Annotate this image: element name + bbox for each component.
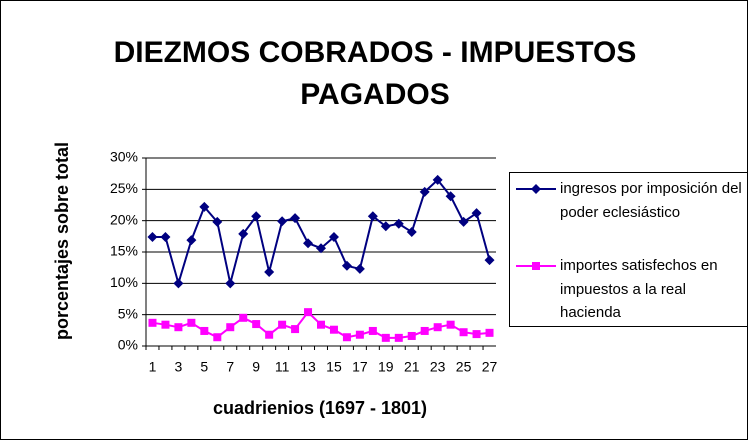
data-point — [354, 263, 365, 274]
x-tick-label: 13 — [300, 359, 316, 375]
data-point — [446, 320, 455, 329]
x-tick-label: 3 — [175, 359, 183, 375]
data-point — [239, 313, 248, 322]
legend-marker — [532, 262, 540, 270]
data-point — [380, 221, 391, 232]
legend-marker — [531, 184, 541, 194]
data-point — [484, 255, 495, 266]
data-point — [328, 231, 339, 242]
data-point — [407, 331, 416, 340]
data-point — [393, 218, 404, 229]
y-tick-label: 30% — [110, 149, 138, 165]
data-point — [291, 325, 300, 334]
legend-box — [509, 172, 748, 327]
data-point — [316, 243, 326, 254]
data-point — [186, 235, 197, 246]
data-point — [433, 323, 442, 332]
data-point — [471, 208, 482, 219]
data-point — [459, 328, 468, 337]
data-point — [458, 216, 469, 227]
data-point — [147, 231, 158, 242]
data-point — [160, 231, 171, 242]
legend-label: ingresos por imposición del poder eclesi… — [560, 180, 742, 221]
data-point — [264, 267, 275, 278]
y-tick-label: 10% — [110, 274, 138, 290]
data-point — [304, 308, 313, 317]
data-point — [329, 325, 338, 334]
series-line — [152, 178, 491, 287]
data-point — [238, 228, 249, 239]
data-point — [420, 326, 429, 335]
data-point — [200, 326, 209, 335]
x-tick-label: 17 — [352, 359, 368, 375]
data-point — [367, 211, 378, 222]
data-point — [265, 330, 274, 339]
x-tick-label: 9 — [252, 359, 260, 375]
x-tick-label: 5 — [200, 359, 208, 375]
y-tick-label: 5% — [118, 305, 138, 321]
x-tick-label: 15 — [326, 359, 342, 375]
y-tick-label: 15% — [110, 243, 138, 259]
data-point — [303, 238, 314, 249]
data-point — [161, 320, 170, 329]
data-point — [472, 330, 481, 339]
data-point — [419, 186, 430, 197]
data-point — [187, 318, 196, 327]
data-point — [213, 333, 222, 342]
data-point — [225, 278, 236, 289]
data-point — [252, 320, 261, 329]
data-point — [173, 278, 184, 289]
x-tick-label: 25 — [456, 359, 472, 375]
data-point — [368, 326, 377, 335]
data-point — [212, 216, 223, 227]
legend-label: importes satisfechos en impuestos a la r… — [560, 257, 718, 321]
data-point — [199, 201, 210, 212]
data-point — [278, 320, 287, 329]
x-tick-label: 11 — [275, 359, 290, 375]
data-point — [406, 226, 417, 237]
data-point — [445, 191, 456, 202]
data-point — [277, 216, 288, 227]
y-axis-label: porcentajes sobre total — [52, 141, 72, 341]
x-axis-label: cuadrienios (1697 - 1801) — [212, 398, 428, 418]
y-tick-label: 25% — [110, 180, 138, 196]
data-point — [432, 174, 443, 185]
data-point — [394, 333, 403, 342]
data-point — [341, 260, 352, 271]
data-point — [381, 333, 390, 342]
y-tick-label: 20% — [110, 211, 138, 227]
chart-title: DIEZMOS COBRADOS - IMPUESTOS PAGADOS — [113, 36, 637, 111]
data-point — [251, 211, 262, 222]
data-point — [317, 320, 325, 329]
data-point — [342, 333, 351, 342]
data-point — [174, 323, 183, 332]
data-point — [148, 318, 157, 327]
data-point — [290, 213, 301, 224]
data-point — [355, 330, 364, 339]
x-tick-label: 7 — [226, 359, 234, 375]
x-tick-label: 27 — [482, 359, 498, 375]
x-tick-label: 19 — [378, 359, 394, 375]
x-tick-label: 23 — [430, 359, 446, 375]
data-point — [226, 323, 235, 332]
x-tick-label: 21 — [404, 359, 420, 375]
y-tick-label: 0% — [118, 337, 138, 353]
x-tick-label: 1 — [149, 359, 157, 375]
data-point — [485, 328, 494, 337]
